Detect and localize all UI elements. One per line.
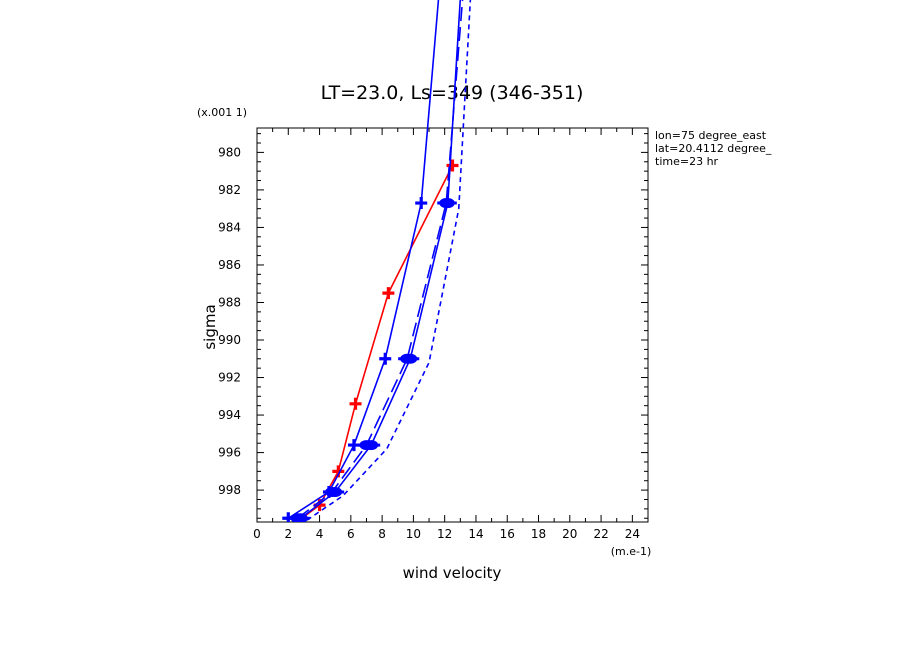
y-tick-label: 994 bbox=[218, 408, 241, 422]
y-tick-label: 986 bbox=[218, 258, 241, 272]
x-tick-label: 24 bbox=[625, 527, 640, 541]
series-2-marker bbox=[379, 352, 392, 365]
x-tick-label: 12 bbox=[437, 527, 452, 541]
chart-title: LT=23.0, Ls=349 (346-351) bbox=[321, 82, 584, 104]
y-tick-label: 996 bbox=[218, 446, 241, 460]
axes: 0 2 4 6 8 10 12 14 16 18 20 22 249809829849869889909… bbox=[218, 127, 649, 541]
x-tick-label: 6 bbox=[347, 527, 355, 541]
annotation-text: lat=20.4112 degree_ bbox=[655, 142, 772, 155]
series-2-marker bbox=[415, 197, 428, 210]
series-1-marker bbox=[382, 287, 395, 300]
annotation-text: lon=75 degree_east bbox=[655, 129, 767, 142]
x-tick-label: 16 bbox=[500, 527, 515, 541]
series-line-5 bbox=[306, 0, 472, 521]
y-tick-label: 990 bbox=[218, 333, 241, 347]
series-line-4 bbox=[297, 0, 464, 519]
y-tick-label: 984 bbox=[218, 220, 241, 234]
x-tick-label: 22 bbox=[593, 527, 608, 541]
y-tick-label: 988 bbox=[218, 295, 241, 309]
x-tick-label: 14 bbox=[468, 527, 483, 541]
x-unit-label: (m.e-1) bbox=[611, 545, 652, 558]
y-tick-label: 980 bbox=[218, 145, 241, 159]
x-tick-label: 8 bbox=[378, 527, 386, 541]
series-line-3 bbox=[300, 0, 462, 519]
series-line-1 bbox=[298, 165, 454, 521]
y-tick-label: 992 bbox=[218, 371, 241, 385]
x-tick-label: 18 bbox=[531, 527, 546, 541]
series-line-2 bbox=[287, 0, 440, 519]
x-tick-label: 2 bbox=[284, 527, 292, 541]
series-1-marker bbox=[446, 159, 459, 172]
x-tick-label: 4 bbox=[316, 527, 324, 541]
x-tick-label: 20 bbox=[562, 527, 577, 541]
y-tick-label: 982 bbox=[218, 183, 241, 197]
x-axis-label: wind velocity bbox=[403, 564, 502, 582]
series-1-marker bbox=[349, 397, 362, 410]
y-axis-label: sigma bbox=[201, 304, 219, 349]
y-tick-label: 998 bbox=[218, 483, 241, 497]
annotation-text: time=23 hr bbox=[655, 155, 719, 168]
x-tick-label: 10 bbox=[406, 527, 421, 541]
y-unit-label: (x.001 1) bbox=[197, 106, 247, 119]
series-group bbox=[282, 0, 472, 522]
x-tick-label: 0 bbox=[253, 527, 261, 541]
plot-frame bbox=[256, 127, 649, 523]
